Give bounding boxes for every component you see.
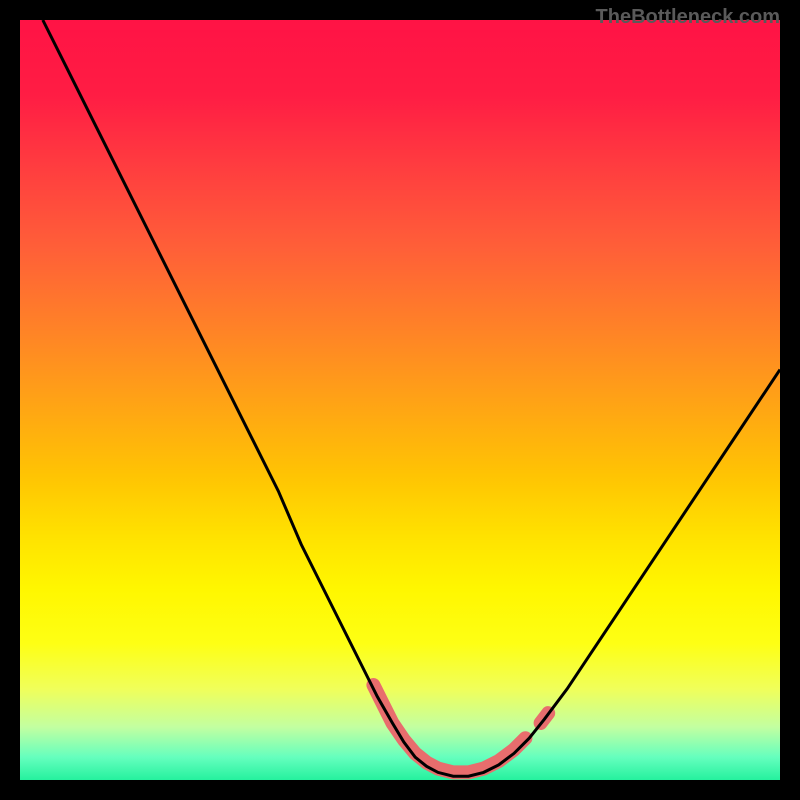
- plot-background: [20, 20, 780, 780]
- bottleneck-curve-chart: [0, 0, 800, 800]
- watermark-text: TheBottleneck.com: [596, 6, 780, 29]
- chart-container: TheBottleneck.com: [0, 0, 800, 800]
